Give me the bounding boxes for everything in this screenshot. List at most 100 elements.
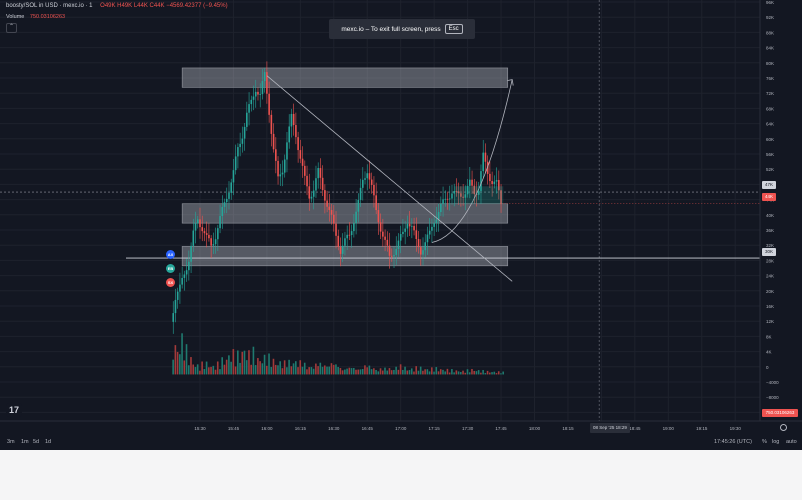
percent-toggle[interactable]: % bbox=[762, 439, 767, 445]
volume-bar bbox=[274, 364, 277, 375]
price-tick-label: 60K bbox=[766, 137, 774, 142]
drawings[interactable] bbox=[266, 75, 514, 282]
volume-bar bbox=[386, 370, 389, 375]
price-tick-label: 12K bbox=[766, 319, 774, 324]
volume-bar bbox=[448, 372, 451, 375]
last-price-label: 44K bbox=[762, 193, 776, 201]
arrow-head bbox=[507, 79, 514, 86]
axes: 96K92K88K84K80K76K72K68K64K60K56K52K48K4… bbox=[0, 0, 802, 431]
volume-bar bbox=[428, 371, 431, 375]
candle-body bbox=[306, 175, 308, 187]
volume-bar bbox=[312, 368, 315, 375]
collapse-legend-button[interactable]: ⌃ bbox=[6, 23, 17, 33]
candle-body bbox=[437, 212, 440, 220]
volume-bar bbox=[453, 372, 455, 375]
candle-body bbox=[279, 174, 282, 177]
candle-body bbox=[406, 223, 409, 229]
range-5d[interactable]: 5d bbox=[33, 439, 40, 445]
candle-body bbox=[451, 193, 453, 199]
volume-bar bbox=[348, 367, 351, 375]
candle-body bbox=[239, 143, 241, 148]
candle-body bbox=[272, 133, 275, 150]
symbol-title[interactable]: boosty/SOL in USD · mexc.io · 1 bbox=[6, 3, 93, 9]
candle-body bbox=[283, 159, 286, 173]
candle-body bbox=[174, 299, 177, 314]
volume-bar bbox=[272, 358, 275, 375]
candle-body bbox=[368, 173, 371, 180]
volume-bar bbox=[361, 369, 364, 375]
time-tick-label: 16:00 bbox=[261, 426, 273, 431]
range-3m[interactable]: 3m bbox=[7, 439, 15, 445]
candle-body bbox=[339, 246, 342, 254]
volume-bar bbox=[460, 372, 462, 375]
time-tick-label: 17:45 bbox=[495, 426, 507, 431]
candle-body bbox=[419, 247, 422, 255]
grid bbox=[0, 0, 760, 421]
candle-body bbox=[328, 206, 331, 211]
candle-body bbox=[393, 254, 395, 257]
volume-bar bbox=[297, 367, 299, 375]
price-tick-label: 36K bbox=[766, 228, 774, 233]
volume-bar bbox=[219, 369, 221, 375]
tradingview-logo-icon[interactable]: 17 bbox=[6, 403, 22, 417]
candle-body bbox=[261, 81, 264, 95]
candle-body bbox=[384, 236, 386, 240]
support-resistance-zones[interactable] bbox=[181, 67, 509, 267]
ohlc-readout: O49K H49K L44K C44K −4569.42377 (−9.45%) bbox=[100, 3, 228, 9]
event-badge-eb[interactable]: EB bbox=[166, 264, 175, 273]
candle-body bbox=[350, 231, 353, 235]
auto-toggle[interactable]: auto bbox=[786, 439, 797, 445]
horizontal-lines[interactable] bbox=[0, 191, 760, 259]
candle-body bbox=[433, 223, 435, 227]
candle-body bbox=[388, 245, 391, 256]
candle-body bbox=[225, 198, 228, 203]
range-1m[interactable]: 1m bbox=[21, 439, 29, 445]
volume-bar bbox=[455, 370, 458, 375]
candle-body bbox=[254, 91, 257, 97]
candle-body bbox=[366, 173, 369, 179]
candle-body bbox=[495, 180, 498, 182]
candle-body bbox=[408, 223, 411, 227]
candle-body bbox=[181, 277, 183, 285]
volume-bar bbox=[183, 360, 186, 375]
volume-bar bbox=[196, 364, 199, 375]
candle-body bbox=[312, 190, 315, 197]
candle-body bbox=[464, 194, 467, 198]
volume-bar bbox=[366, 367, 368, 375]
price-tick-label: 4K bbox=[766, 350, 772, 355]
time-tick-label: 17:15 bbox=[429, 426, 441, 431]
volume-legend: Volume 750.03106263 bbox=[6, 14, 65, 20]
price-tick-label: 40K bbox=[766, 213, 774, 218]
time-tick-label: 18:00 bbox=[529, 426, 541, 431]
candle-body bbox=[295, 125, 297, 138]
candle-body bbox=[361, 179, 364, 188]
candle-body bbox=[179, 284, 181, 292]
utc-clock[interactable]: 17:45:26 (UTC) bbox=[714, 439, 752, 445]
volume-bar bbox=[489, 372, 491, 375]
candle-body bbox=[241, 138, 244, 144]
price-tick-label: 24K bbox=[766, 274, 774, 279]
volume-bar bbox=[286, 367, 288, 375]
candle-body bbox=[390, 255, 393, 257]
volume-bar bbox=[288, 359, 290, 375]
volume-bar bbox=[466, 369, 469, 375]
event-badge-sx[interactable]: SX bbox=[166, 278, 175, 287]
volume-bar bbox=[245, 360, 248, 375]
price-tick-label: 16K bbox=[766, 304, 774, 309]
range-1d[interactable]: 1d bbox=[45, 439, 52, 445]
price-tick-label: 64K bbox=[766, 122, 774, 127]
event-badge-ax[interactable]: AX bbox=[166, 250, 175, 259]
log-toggle[interactable]: log bbox=[772, 439, 780, 445]
volume-bar bbox=[491, 372, 493, 375]
time-tick-label: 16:15 bbox=[295, 426, 307, 431]
volume-bar bbox=[317, 366, 319, 375]
price-tick-label: 0 bbox=[766, 365, 769, 370]
chart-canvas[interactable]: 96K92K88K84K80K76K72K68K64K60K56K52K48K4… bbox=[0, 0, 802, 450]
volume-bar bbox=[268, 353, 270, 375]
candle-body bbox=[466, 185, 469, 195]
candle-body bbox=[415, 230, 418, 239]
goto-realtime-icon[interactable] bbox=[780, 424, 787, 431]
candle-body bbox=[176, 291, 179, 300]
candle-body bbox=[199, 219, 201, 228]
volume-bar bbox=[502, 371, 504, 375]
